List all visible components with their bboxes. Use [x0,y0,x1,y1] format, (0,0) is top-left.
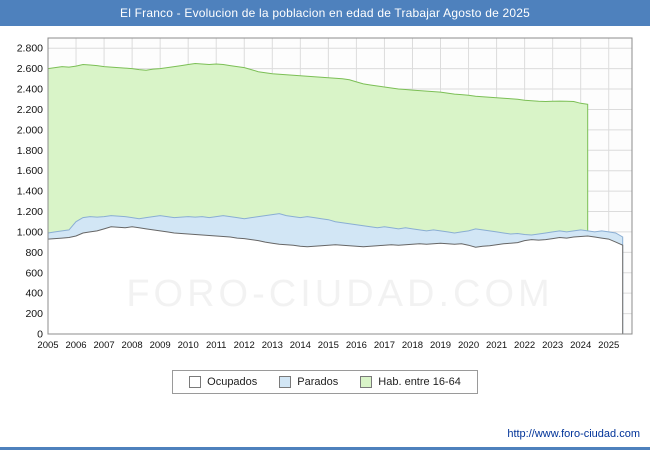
foro-ciudad-link[interactable]: http://www.foro-ciudad.com [507,428,640,440]
legend-label-parados: Parados [297,376,339,388]
svg-text:2008: 2008 [122,340,143,351]
svg-text:2015: 2015 [318,340,339,351]
svg-text:1.600: 1.600 [17,165,43,177]
svg-text:2011: 2011 [206,340,226,351]
svg-text:2007: 2007 [94,340,115,351]
svg-text:400: 400 [25,288,43,300]
legend-label-hab-16-64: Hab. entre 16-64 [378,376,461,388]
svg-text:FORO-CIUDAD.COM: FORO-CIUDAD.COM [126,273,553,315]
svg-text:2005: 2005 [37,340,58,351]
svg-text:2.000: 2.000 [17,124,43,136]
svg-text:800: 800 [25,247,43,259]
legend-item-hab-16-64: Hab. entre 16-64 [360,376,461,388]
svg-text:2024: 2024 [570,340,591,351]
svg-text:200: 200 [25,308,43,320]
population-chart: FORO-CIUDAD.COM 0 200 400 600 800 1.000 1.200 1.… [17,37,633,351]
svg-text:2018: 2018 [402,340,423,351]
chart-area: FORO-CIUDAD.COM 0 200 400 600 800 1.000 1.200 1.… [0,26,650,358]
svg-text:1.400: 1.400 [17,186,43,198]
svg-text:2.200: 2.200 [17,104,43,116]
footer: http://www.foro-ciudad.com [507,428,640,440]
svg-text:2023: 2023 [542,340,563,351]
legend-item-parados: Parados [279,376,338,388]
svg-text:2006: 2006 [65,340,86,351]
svg-text:2019: 2019 [430,340,451,351]
svg-text:2025: 2025 [598,340,619,351]
svg-text:2016: 2016 [346,340,367,351]
svg-text:2014: 2014 [290,340,311,351]
chart-title-bar: El Franco - Evolucion de la poblacion en… [0,0,650,26]
chart-legend: Ocupados Parados Hab. entre 16-64 [172,370,478,394]
svg-text:2021: 2021 [486,340,507,351]
legend-swatch-parados [279,376,292,388]
legend-swatch-hab-16-64 [360,376,373,388]
svg-text:2.800: 2.800 [17,43,43,55]
svg-text:1.200: 1.200 [17,206,43,218]
svg-text:2020: 2020 [458,340,479,351]
svg-text:2.400: 2.400 [17,84,43,96]
svg-text:2010: 2010 [178,340,199,351]
svg-text:2009: 2009 [150,340,171,351]
svg-text:2017: 2017 [374,340,395,351]
legend-label-ocupados: Ocupados [207,376,258,388]
svg-text:1.800: 1.800 [17,145,43,157]
svg-text:1.000: 1.000 [17,226,43,238]
bottom-accent-bar [0,447,650,450]
svg-text:600: 600 [25,267,43,279]
legend-item-ocupados: Ocupados [189,376,257,388]
svg-text:2022: 2022 [514,340,535,351]
svg-text:2.600: 2.600 [17,63,43,75]
svg-text:0: 0 [37,329,43,341]
svg-text:2013: 2013 [262,340,283,351]
svg-text:2012: 2012 [234,340,255,351]
legend-swatch-ocupados [189,376,202,388]
